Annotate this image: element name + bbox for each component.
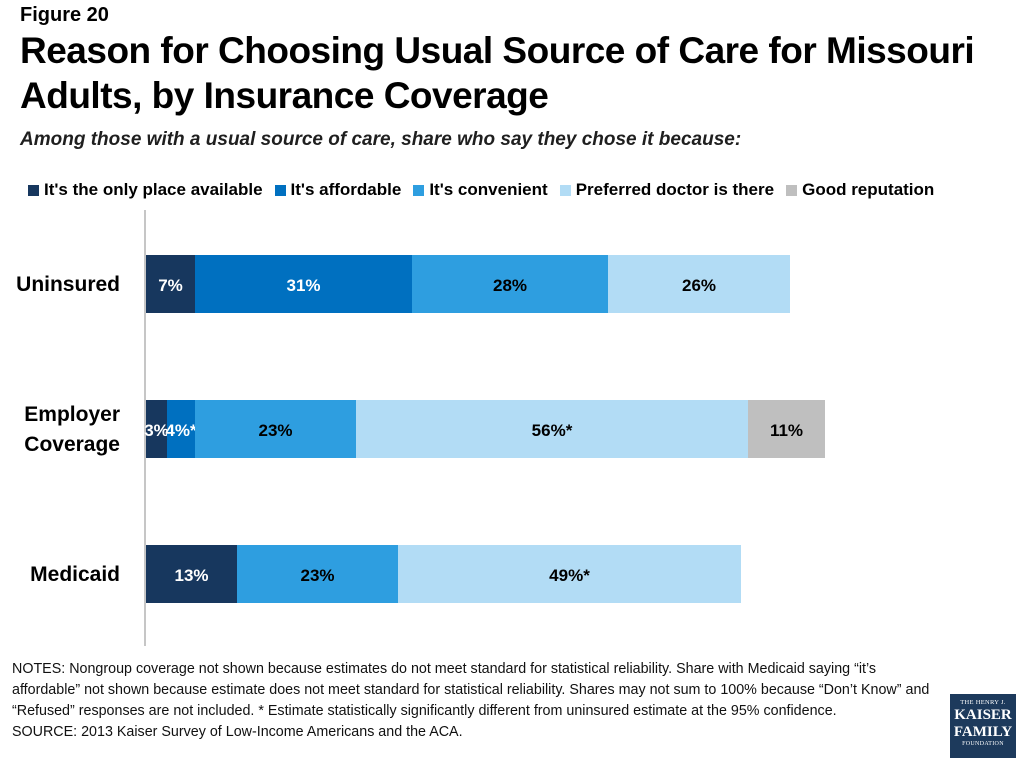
data-label: 26%: [682, 276, 716, 295]
logo-line: FAMILY: [953, 724, 1013, 740]
bar-segment: [608, 255, 790, 313]
chart-subtitle: Among those with a usual source of care,…: [20, 129, 742, 150]
bar-segment: [237, 545, 398, 603]
data-label: 23%: [300, 566, 334, 585]
bar-segment: [146, 255, 195, 313]
legend-swatch: [28, 184, 39, 196]
data-label: 56%*: [532, 421, 573, 440]
legend-item-affordable: It's affordable: [274, 180, 402, 200]
legend-label: Good reputation: [802, 180, 935, 199]
category-label: Employer Coverage: [24, 403, 120, 456]
data-label: 13%: [174, 566, 208, 585]
legend-item-good-reputation: Good reputation: [786, 180, 934, 200]
stacked-bar-chart: Uninsured 7% 31% 28% 26% Employer Coverage 3%4%…: [16, 210, 825, 646]
legend-label: It's the only place available: [44, 180, 263, 199]
chart-title: Reason for Choosing Usual Source of Care…: [20, 30, 975, 116]
notes-text: NOTES: Nongroup coverage not shown becau…: [12, 661, 930, 719]
bar-segment: [748, 400, 825, 458]
bar-segment: [398, 545, 741, 603]
legend-swatch: [786, 184, 798, 196]
legend-item-convenient: It's convenient: [413, 180, 548, 200]
legend-label: Preferred doctor is there: [575, 180, 775, 199]
legend-swatch: [413, 184, 425, 196]
legend-swatch: [559, 184, 571, 196]
category-label: Uninsured: [16, 273, 120, 296]
data-label: 28%: [493, 276, 527, 295]
category-label: Medicaid: [30, 563, 120, 586]
legend-label: It's affordable: [290, 180, 402, 199]
data-label: 49%*: [549, 566, 590, 585]
legend-label: It's convenient: [429, 180, 548, 199]
chart-legend: It's the only place available It's affor…: [28, 180, 946, 200]
bar-segment: [356, 400, 748, 458]
data-label: 7%: [158, 276, 183, 295]
bar-segment: [195, 400, 356, 458]
logo-line: KAISER: [954, 707, 1012, 723]
bar-segment: [167, 400, 195, 458]
figure-label: Figure 20: [20, 4, 109, 26]
bar-segment: [146, 400, 167, 458]
bar-segment: [195, 255, 412, 313]
logo-line: THE HENRY J.: [960, 699, 1006, 706]
data-label: 4%*: [165, 421, 197, 440]
legend-item-preferred-doctor: Preferred doctor is there: [559, 180, 775, 200]
data-label: 23%: [258, 421, 292, 440]
data-label: 3%: [144, 421, 169, 440]
data-label: 11%: [770, 421, 803, 440]
chart-notes: NOTES: Nongroup coverage not shown becau…: [12, 659, 932, 743]
bar-segment: [412, 255, 608, 313]
logo-line: FOUNDATION: [962, 741, 1004, 747]
bar-segment: [146, 545, 237, 603]
data-label: 31%: [286, 276, 320, 295]
legend-item-only-place: It's the only place available: [28, 180, 263, 200]
kaiser-family-foundation-logo: THE HENRY J. KAISER FAMILY FOUNDATION: [950, 694, 1016, 758]
source-text: SOURCE: 2013 Kaiser Survey of Low-Income…: [12, 724, 463, 740]
legend-swatch: [274, 184, 286, 196]
